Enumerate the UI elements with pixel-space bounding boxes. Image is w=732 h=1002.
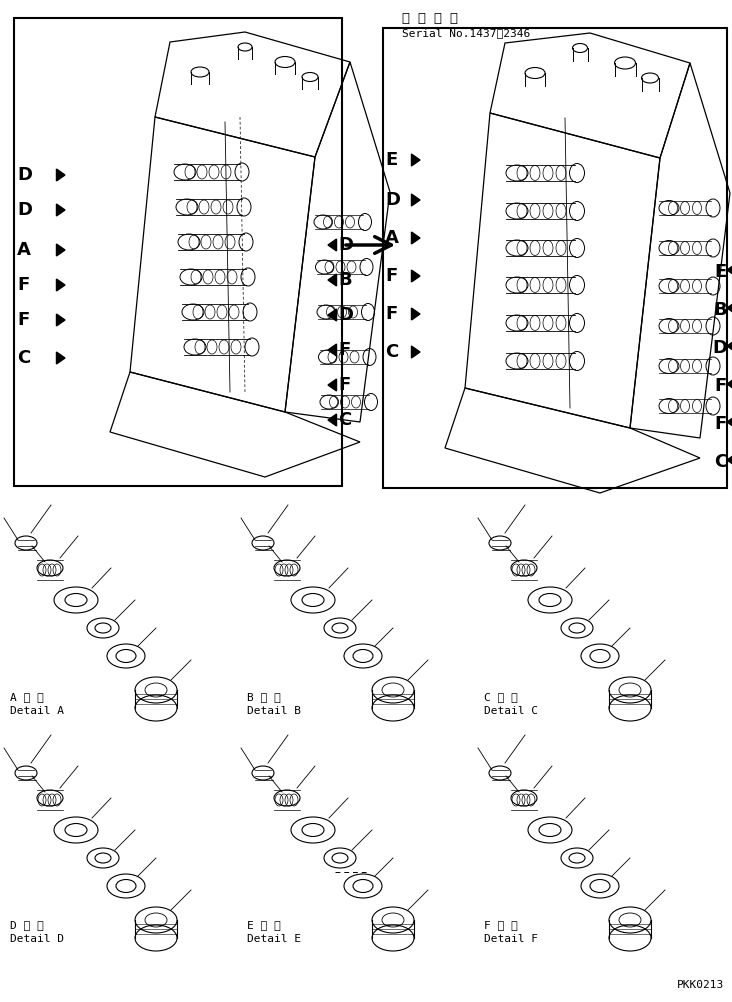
Text: F: F	[714, 415, 727, 433]
Text: PKK0213: PKK0213	[677, 980, 724, 990]
Text: A: A	[17, 241, 31, 259]
Text: E: E	[714, 263, 727, 281]
Polygon shape	[328, 239, 337, 250]
Polygon shape	[56, 314, 65, 326]
Text: D: D	[17, 201, 32, 219]
Text: C: C	[714, 453, 727, 471]
Polygon shape	[727, 378, 732, 390]
Text: F: F	[338, 341, 350, 359]
Bar	[14, 18, 342, 486]
Text: B: B	[714, 301, 727, 319]
Text: Detail E: Detail E	[247, 934, 301, 944]
Text: F: F	[385, 305, 397, 323]
Polygon shape	[56, 352, 65, 364]
Text: A 詳 細: A 詳 細	[10, 692, 44, 702]
Polygon shape	[328, 309, 337, 321]
Text: E: E	[385, 151, 397, 169]
Text: C: C	[385, 343, 398, 361]
Polygon shape	[411, 308, 420, 320]
Text: F: F	[385, 267, 397, 285]
Text: 適 用 号 機: 適 用 号 機	[402, 12, 458, 25]
Text: D: D	[385, 191, 400, 209]
Polygon shape	[56, 204, 65, 216]
Text: D: D	[712, 339, 727, 357]
Polygon shape	[56, 279, 65, 291]
Polygon shape	[411, 270, 420, 282]
Text: D: D	[338, 306, 353, 324]
Polygon shape	[328, 414, 337, 426]
Text: C: C	[17, 349, 30, 367]
Text: F 詳 細: F 詳 細	[484, 920, 518, 930]
Text: F: F	[17, 276, 29, 294]
Text: Detail A: Detail A	[10, 706, 64, 716]
Text: D 詳 細: D 詳 細	[10, 920, 44, 930]
Text: C 詳 細: C 詳 細	[484, 692, 518, 702]
Text: E 詳 細: E 詳 細	[247, 920, 281, 930]
Polygon shape	[56, 244, 65, 256]
Polygon shape	[727, 416, 732, 428]
Polygon shape	[727, 265, 732, 276]
Polygon shape	[411, 232, 420, 243]
Polygon shape	[328, 344, 337, 356]
Text: F: F	[338, 376, 350, 394]
Text: F: F	[17, 311, 29, 329]
Text: D: D	[17, 166, 32, 184]
Text: C: C	[338, 411, 351, 429]
Polygon shape	[727, 302, 732, 314]
Text: A: A	[385, 229, 399, 247]
Polygon shape	[56, 169, 65, 181]
Text: Detail C: Detail C	[484, 706, 538, 716]
Text: B 詳 細: B 詳 細	[247, 692, 281, 702]
Polygon shape	[411, 346, 420, 358]
Polygon shape	[411, 154, 420, 166]
Polygon shape	[727, 454, 732, 466]
Polygon shape	[328, 379, 337, 391]
Text: F: F	[714, 377, 727, 395]
Text: Serial No.1437～2346: Serial No.1437～2346	[402, 28, 530, 38]
Text: B: B	[338, 271, 351, 289]
Bar	[383, 28, 727, 488]
Text: Detail D: Detail D	[10, 934, 64, 944]
Polygon shape	[727, 340, 732, 352]
Text: D: D	[338, 236, 353, 254]
Text: Detail B: Detail B	[247, 706, 301, 716]
Polygon shape	[328, 274, 337, 286]
Text: Detail F: Detail F	[484, 934, 538, 944]
Polygon shape	[411, 194, 420, 206]
